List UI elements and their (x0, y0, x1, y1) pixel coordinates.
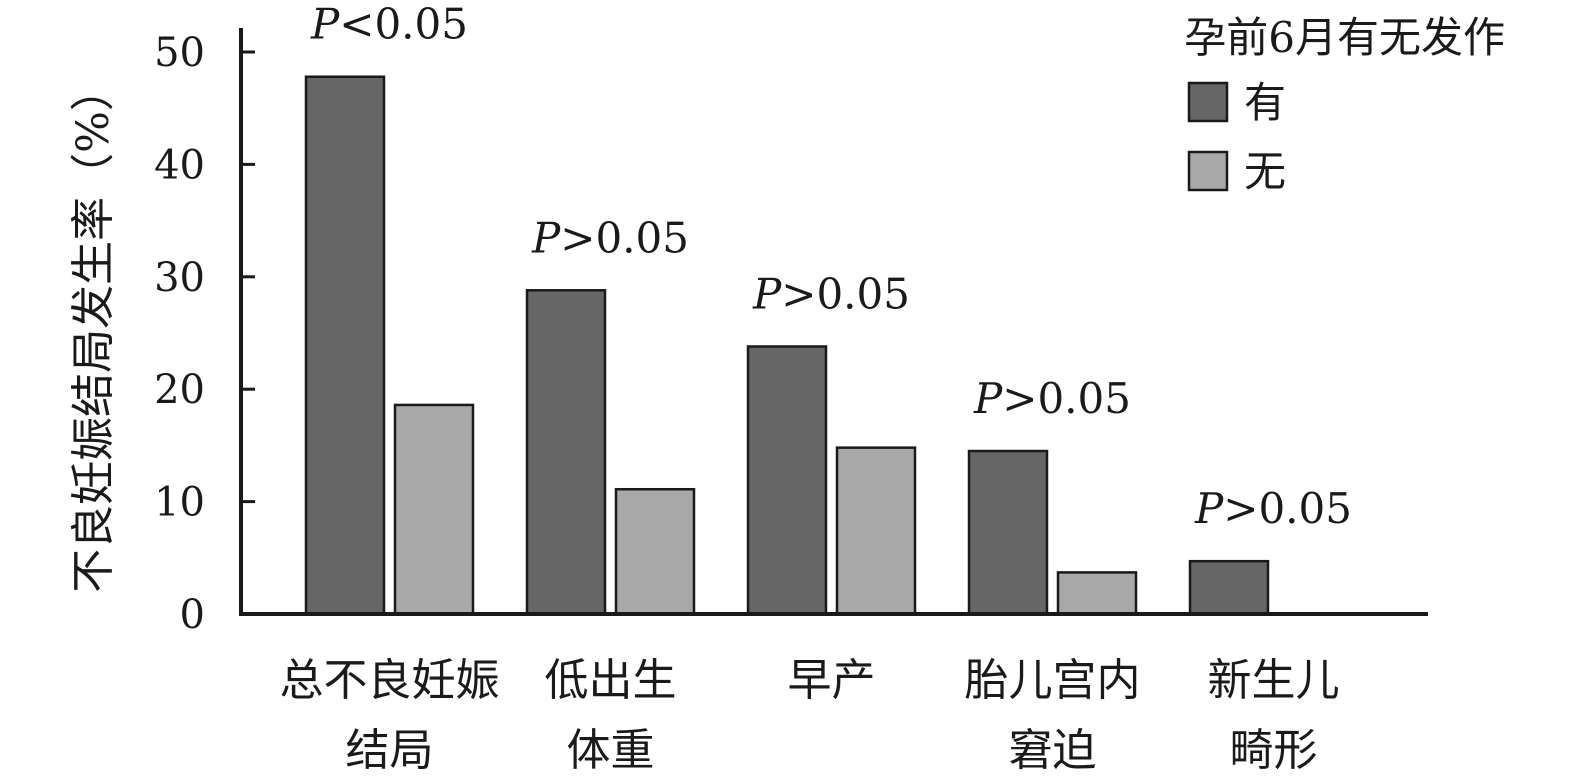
p-value: >0.05 (1002, 374, 1131, 423)
y-axis-title: 不良妊娠结局发生率（%） (68, 67, 119, 593)
bar-series-0-cat-2 (746, 345, 828, 616)
category-label: 新生儿 (1208, 655, 1340, 706)
y-tick-label: 10 (154, 480, 205, 526)
p-letter: P (752, 269, 782, 318)
p-value: <0.05 (339, 0, 468, 49)
p-value-label: P<0.05 (310, 0, 468, 49)
bar-series-0-cat-0 (304, 75, 386, 616)
y-ticks: 0 10 20 30 40 50 (154, 30, 255, 638)
bar-series-0-cat-3 (967, 449, 1049, 616)
bar-series-1-cat-1 (614, 487, 696, 616)
p-value: >0.05 (1223, 484, 1352, 533)
category-label: 总不良妊娠 (280, 655, 500, 706)
p-value: >0.05 (781, 269, 910, 318)
bars-layer (304, 75, 1270, 616)
category-label: 低出生 (545, 655, 677, 706)
y-tick-label: 50 (154, 30, 205, 76)
p-value-label: P>0.05 (752, 269, 910, 318)
bar-series-0-cat-4 (1188, 559, 1270, 616)
bar-series-1-cat-2 (835, 446, 917, 616)
y-tick-label: 40 (154, 142, 205, 188)
category-label: 体重 (567, 725, 655, 776)
legend-label-series-1: 无 (1244, 147, 1286, 196)
p-value: >0.05 (560, 213, 689, 262)
p-value-label: P>0.05 (1194, 484, 1352, 533)
p-letter: P (973, 374, 1003, 423)
category-label: 早产 (788, 655, 876, 706)
p-letter: P (310, 0, 340, 49)
category-label: 结局 (346, 725, 434, 776)
p-value-label: P>0.05 (531, 213, 689, 262)
p-value-annotations: P<0.05P>0.05P>0.05P>0.05P>0.05 (310, 0, 1352, 533)
legend-title: 孕前6月有无发作 (1184, 13, 1505, 62)
legend-swatch-series-1 (1187, 150, 1229, 192)
category-label: 窘迫 (1009, 725, 1097, 776)
legend: 孕前6月有无发作 有 无 (1184, 13, 1505, 196)
bar-series-1-cat-0 (393, 403, 475, 616)
category-label: 畸形 (1230, 725, 1318, 776)
bar-series-0-cat-1 (525, 289, 607, 616)
y-tick-label: 30 (154, 255, 205, 301)
p-letter: P (1194, 484, 1224, 533)
bar-series-1-cat-3 (1056, 571, 1138, 616)
p-letter: P (531, 213, 561, 262)
y-tick-label: 20 (154, 367, 205, 413)
legend-swatch-series-0 (1187, 81, 1229, 123)
p-value-label: P>0.05 (973, 374, 1131, 423)
y-tick-label: 0 (180, 592, 205, 638)
axes-layer (239, 28, 1428, 616)
category-label: 胎儿宫内 (965, 655, 1141, 706)
legend-label-series-0: 有 (1244, 78, 1286, 127)
